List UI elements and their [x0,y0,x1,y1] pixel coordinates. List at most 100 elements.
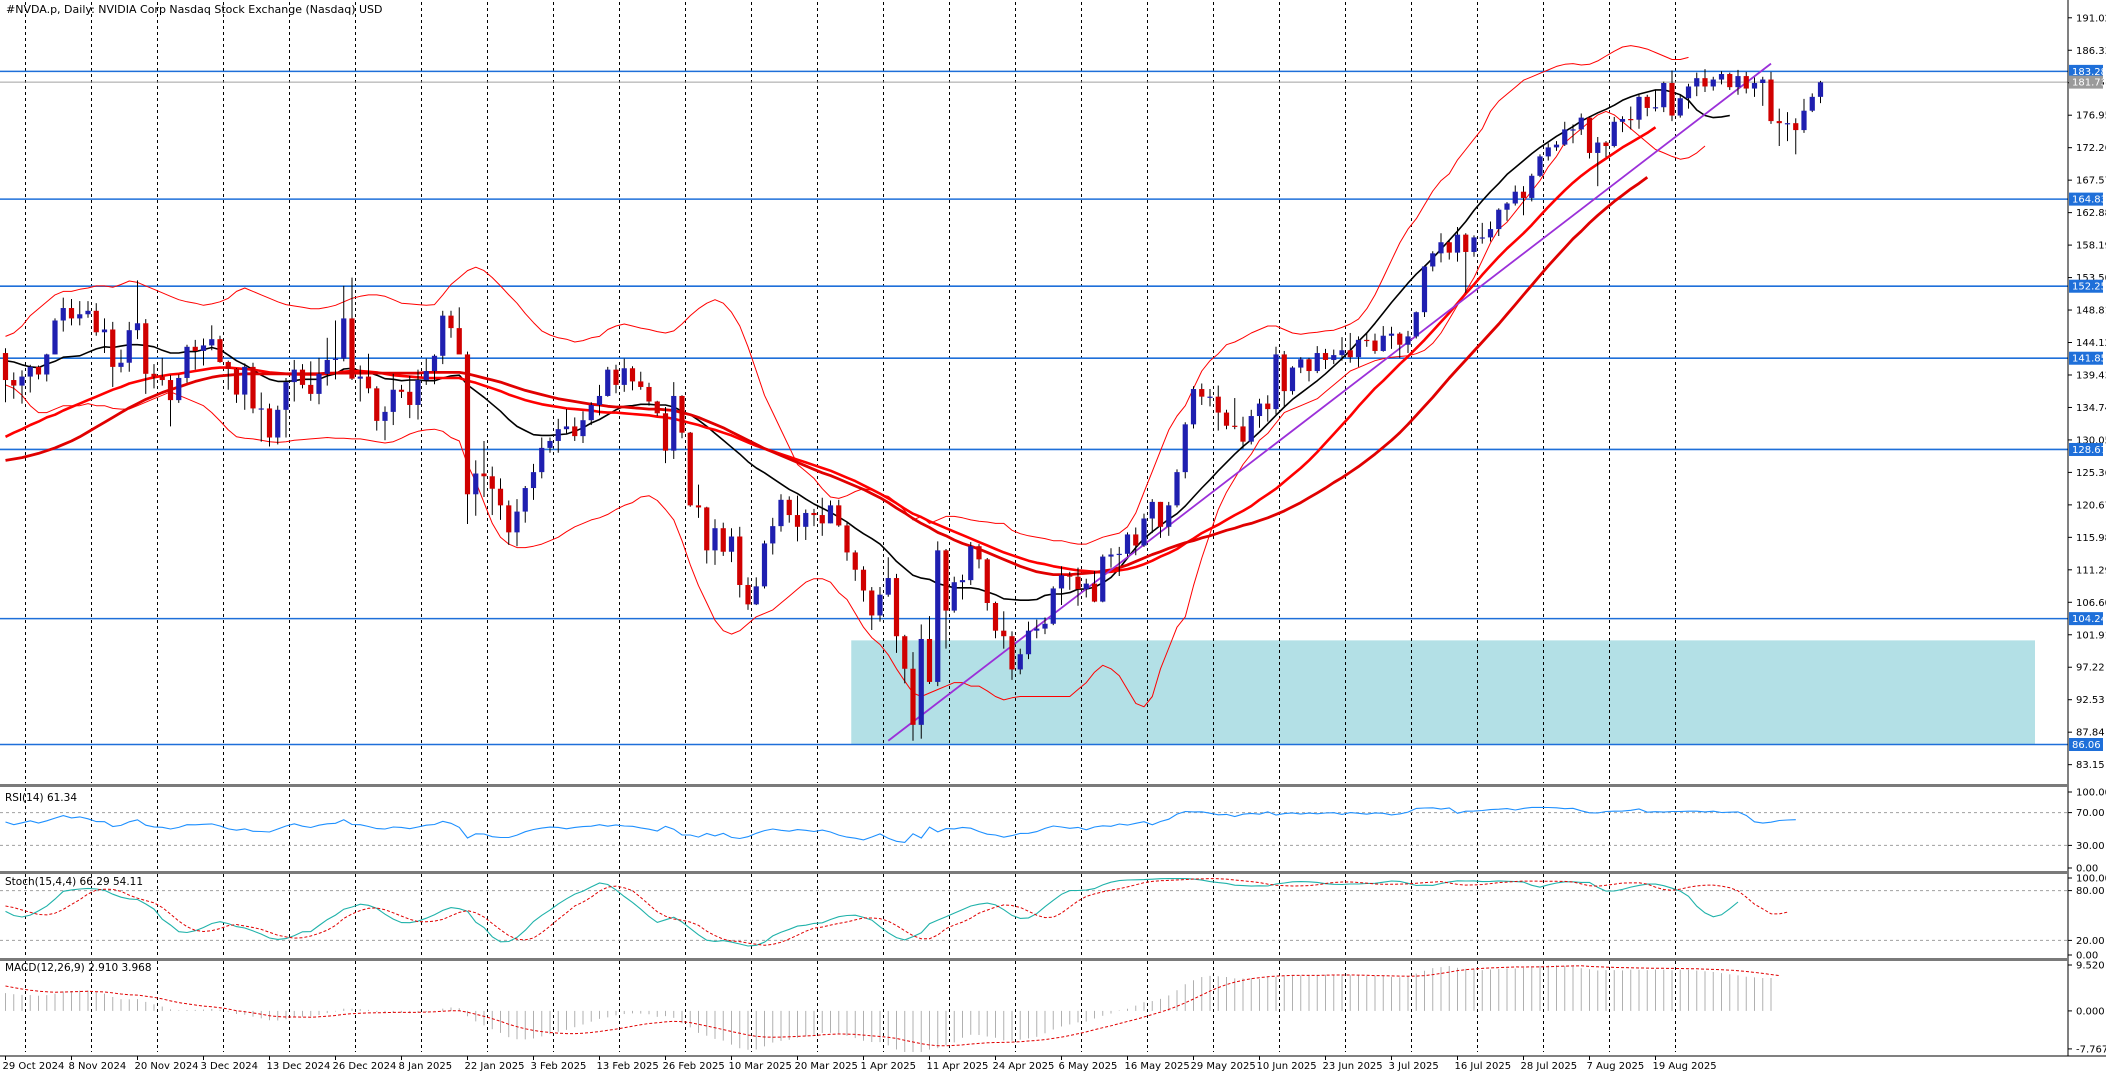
candle-bearish [902,636,908,669]
candle-bullish [1339,350,1345,356]
candle-bullish [1108,554,1114,557]
price-tick-label: 87.84 [2076,728,2105,739]
candle-bearish [1240,426,1246,442]
date-label: 26 Dec 2024 [333,1061,397,1072]
candle-bullish [357,376,363,379]
candle-bullish [1413,312,1419,337]
candle-bullish [1685,86,1692,99]
candle-bullish [258,408,264,410]
price-tick-label: 130.05 [2076,435,2106,446]
price-tick-label: 162.88 [2076,208,2106,219]
level-price-tag-label: 141.85 [2072,354,2106,365]
candle-bullish [1256,403,1263,417]
candle-bearish [456,328,462,355]
candle-bullish [671,395,677,451]
candle-bearish [374,388,380,421]
date-label: 29 Oct 2024 [3,1061,65,1072]
candle-bearish [398,389,405,392]
candle-bullish [1760,79,1766,84]
price-tick-label: 92.53 [2076,695,2105,706]
candle-bearish [811,512,817,516]
date-label: 19 Aug 2025 [1653,1061,1717,1072]
candle-bullish [60,308,66,321]
candle-bearish [1644,96,1650,108]
candle-bearish [1322,353,1329,360]
candle-bullish [1595,142,1601,153]
demand-zone [851,640,2035,745]
candle-bearish [836,505,842,526]
candle-bearish [737,536,743,585]
candle-bullish [316,373,322,394]
stoch-axis-tick-label: 100.00 [2076,874,2106,885]
candle-bearish [910,668,916,725]
candle-bullish [514,511,520,533]
candle-bullish [1025,630,1032,655]
candle-bearish [1727,74,1733,88]
candle-bullish [291,369,297,383]
candle-bullish [52,320,58,355]
price-tick-label: 101.91 [2076,630,2106,641]
candle-bullish [1124,534,1131,554]
candle-bearish [679,395,685,433]
candle-bullish [1479,237,1485,239]
candle-bearish [1372,340,1378,351]
rsi-line [5,806,1796,843]
date-label: 1 Apr 2025 [861,1061,916,1072]
candle-bullish [1454,234,1461,253]
candle-bullish [1083,583,1089,590]
candle-bullish [1784,123,1791,125]
candle-bullish [390,389,396,412]
candle-bullish [1817,82,1824,97]
stoch-k-line [5,877,1739,947]
candle-bullish [1273,354,1279,410]
rsi-label: RSI(14) 61.34 [5,792,77,804]
price-tick-label: 139.43 [2076,370,2106,381]
level-price-tag [2069,612,2103,626]
level-price-tag [2069,738,2103,752]
price-tick-label: 172.26 [2076,143,2106,154]
candle-bearish [1743,76,1749,89]
candle-bearish [233,368,240,395]
level-price-tag [2069,442,2103,456]
level-price-tag [2069,279,2103,293]
candle-bearish [464,354,471,495]
candle-bullish [1034,628,1040,631]
candle-bearish [1133,534,1139,546]
candle-bullish [1050,588,1056,624]
pane-separator [0,784,2068,787]
candle-bullish [1289,367,1296,392]
candle-bullish [134,323,141,331]
macd-axis-tick-label: -7.767 [2076,1044,2106,1055]
candle-bearish [976,546,982,560]
date-label: 16 May 2025 [1125,1061,1190,1072]
date-label: 13 Feb 2025 [597,1061,659,1072]
date-label: 10 Mar 2025 [729,1061,792,1072]
candle-bearish [506,505,512,533]
candle-bullish [1562,129,1568,145]
level-price-tag-label: 104.24 [2072,614,2106,625]
candle-bullish [1710,79,1716,87]
candle-bullish [1166,505,1172,527]
candle-bearish [1446,242,1452,253]
uptrend-line [887,62,1772,742]
price-tick-label: 97.22 [2076,663,2105,674]
candle-bullish [1405,336,1411,345]
level-price-tag-label: 164.83 [2072,195,2106,206]
price-tick-label: 115.98 [2076,533,2106,544]
candle-bullish [959,580,966,583]
candle-bullish [877,594,883,616]
candle-bullish [332,358,339,360]
candle-bullish [1190,389,1197,425]
candle-bearish [695,505,702,508]
candle-bullish [1636,96,1642,120]
date-label: 23 Jun 2025 [1323,1061,1383,1072]
date-label: 20 Nov 2024 [135,1061,199,1072]
candle-bullish [1611,121,1617,147]
candle-bullish [85,310,91,315]
candle-bearish [926,638,933,682]
candle-bullish [431,355,438,372]
candle-bullish [1496,209,1502,230]
candle-bearish [786,499,792,516]
candle-bullish [1809,96,1815,111]
